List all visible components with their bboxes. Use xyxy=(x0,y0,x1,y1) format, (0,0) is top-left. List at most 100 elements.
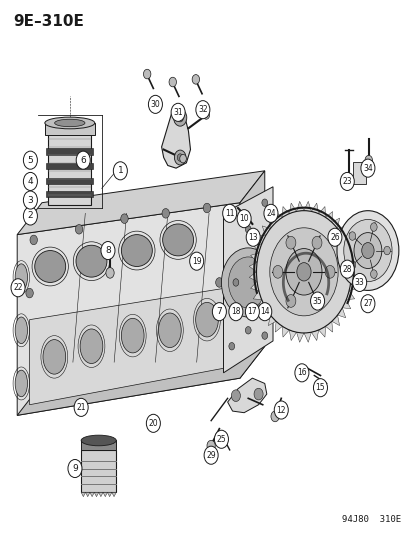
Bar xyxy=(46,191,93,197)
Circle shape xyxy=(360,295,374,313)
Ellipse shape xyxy=(121,235,152,266)
Circle shape xyxy=(339,260,354,278)
Circle shape xyxy=(228,303,242,321)
Circle shape xyxy=(324,265,334,278)
Circle shape xyxy=(106,268,114,278)
Circle shape xyxy=(254,388,263,400)
Circle shape xyxy=(68,459,82,478)
Circle shape xyxy=(203,203,210,213)
Text: 5: 5 xyxy=(27,156,33,165)
Bar xyxy=(46,163,93,169)
Circle shape xyxy=(285,236,295,249)
Text: 24: 24 xyxy=(266,209,275,218)
Polygon shape xyxy=(94,492,98,497)
Ellipse shape xyxy=(15,317,27,344)
Circle shape xyxy=(30,235,37,245)
Circle shape xyxy=(233,279,238,286)
Ellipse shape xyxy=(12,281,24,293)
Polygon shape xyxy=(337,226,345,236)
Polygon shape xyxy=(282,326,289,337)
Polygon shape xyxy=(345,290,354,300)
Circle shape xyxy=(246,228,260,246)
Polygon shape xyxy=(303,332,311,342)
Text: 2: 2 xyxy=(28,212,33,221)
Text: 25: 25 xyxy=(216,435,226,444)
Ellipse shape xyxy=(81,435,116,446)
Circle shape xyxy=(263,204,277,222)
Polygon shape xyxy=(318,326,325,337)
Text: 27: 27 xyxy=(362,299,372,308)
Circle shape xyxy=(348,232,355,240)
Circle shape xyxy=(214,430,228,448)
Ellipse shape xyxy=(121,318,144,353)
Bar xyxy=(81,450,116,492)
Polygon shape xyxy=(223,187,272,373)
Circle shape xyxy=(174,150,185,165)
Text: 23: 23 xyxy=(342,177,351,186)
Circle shape xyxy=(313,378,327,397)
Polygon shape xyxy=(90,492,94,497)
Circle shape xyxy=(361,243,373,259)
Polygon shape xyxy=(98,492,103,497)
Text: 94J80  310E: 94J80 310E xyxy=(341,515,400,524)
Circle shape xyxy=(179,155,186,163)
Circle shape xyxy=(364,156,372,165)
Circle shape xyxy=(101,241,115,260)
Polygon shape xyxy=(342,300,350,309)
Text: 14: 14 xyxy=(259,307,269,316)
Circle shape xyxy=(336,211,398,290)
Circle shape xyxy=(11,279,25,297)
Polygon shape xyxy=(107,492,112,497)
Bar xyxy=(81,440,116,450)
Bar xyxy=(46,177,93,184)
Text: 1: 1 xyxy=(117,166,123,175)
Polygon shape xyxy=(311,330,318,341)
Polygon shape xyxy=(250,281,258,290)
Text: 8: 8 xyxy=(105,246,111,255)
Circle shape xyxy=(148,95,162,114)
Ellipse shape xyxy=(158,313,181,348)
Ellipse shape xyxy=(195,302,218,337)
Circle shape xyxy=(23,172,37,190)
Circle shape xyxy=(192,75,199,84)
Bar xyxy=(45,123,95,135)
Circle shape xyxy=(221,248,274,317)
Circle shape xyxy=(348,261,355,269)
Polygon shape xyxy=(345,244,354,253)
Ellipse shape xyxy=(162,224,193,256)
Circle shape xyxy=(189,252,203,270)
Circle shape xyxy=(245,327,251,334)
Circle shape xyxy=(285,248,321,295)
Text: 4: 4 xyxy=(28,177,33,186)
Text: 16: 16 xyxy=(297,368,306,377)
Text: 3: 3 xyxy=(27,196,33,205)
Circle shape xyxy=(212,303,226,321)
Text: 9E–310E: 9E–310E xyxy=(13,14,84,29)
Polygon shape xyxy=(303,201,311,212)
Text: 7: 7 xyxy=(216,307,222,316)
Circle shape xyxy=(222,204,236,222)
Text: 26: 26 xyxy=(329,233,339,242)
Bar xyxy=(46,149,93,155)
Polygon shape xyxy=(17,203,240,415)
Polygon shape xyxy=(311,203,318,214)
Polygon shape xyxy=(268,218,275,229)
Polygon shape xyxy=(275,212,282,222)
Polygon shape xyxy=(249,272,256,281)
Ellipse shape xyxy=(15,264,27,290)
Circle shape xyxy=(360,159,374,177)
Circle shape xyxy=(23,191,37,209)
Polygon shape xyxy=(240,171,264,378)
Circle shape xyxy=(171,103,185,122)
Circle shape xyxy=(370,223,376,231)
Polygon shape xyxy=(318,206,325,217)
Circle shape xyxy=(269,228,337,316)
Text: 17: 17 xyxy=(247,307,256,316)
Ellipse shape xyxy=(80,329,102,364)
Polygon shape xyxy=(85,492,90,497)
Circle shape xyxy=(75,224,83,234)
Polygon shape xyxy=(250,253,258,262)
Circle shape xyxy=(339,172,354,190)
Text: 18: 18 xyxy=(230,307,240,316)
Circle shape xyxy=(383,246,389,255)
